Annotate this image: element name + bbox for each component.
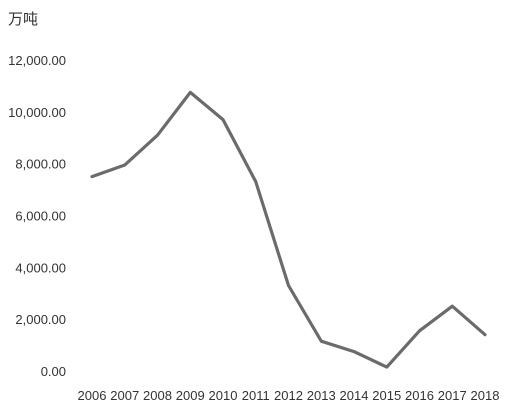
y-tick-label: 2,000.00 xyxy=(15,312,66,327)
x-tick-label: 2014 xyxy=(340,388,369,403)
series-lines xyxy=(90,90,487,369)
x-tick-label: 2006 xyxy=(78,388,107,403)
x-tick-label: 2012 xyxy=(274,388,303,403)
y-tick-label: 12,000.00 xyxy=(8,53,66,68)
x-tick-label: 2013 xyxy=(307,388,336,403)
series-line xyxy=(90,90,487,369)
x-tick-label: 2010 xyxy=(209,388,238,403)
y-tick-label: 4,000.00 xyxy=(15,260,66,275)
y-tick-label: 10,000.00 xyxy=(8,105,66,120)
y-tick-label: 0.00 xyxy=(41,364,66,379)
y-tick-label: 6,000.00 xyxy=(15,209,66,224)
x-tick-label: 2007 xyxy=(110,388,139,403)
y-tick-label: 8,000.00 xyxy=(15,157,66,172)
x-tick-label: 2018 xyxy=(471,388,500,403)
x-axis-tick-labels: 2006 2007 2008 2009 2010 2011 2012 2013 2014 2015… xyxy=(78,388,500,403)
x-tick-label: 2009 xyxy=(176,388,205,403)
x-tick-label: 2017 xyxy=(438,388,467,403)
x-tick-label: 2016 xyxy=(405,388,434,403)
x-tick-label: 2011 xyxy=(242,388,270,403)
x-tick-label: 2008 xyxy=(143,388,172,403)
y-axis-tick-labels: 0.00 2,000.00 4,000.00 6,000.00 8,000.00 10,0… xyxy=(8,53,66,379)
y-axis-unit-label: 万吨 xyxy=(8,10,38,28)
x-tick-label: 2015 xyxy=(372,388,401,403)
